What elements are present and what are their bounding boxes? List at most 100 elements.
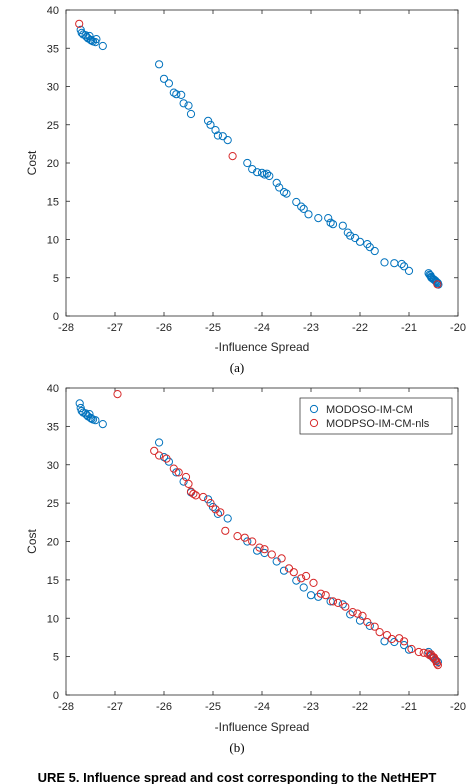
data-point (177, 90, 186, 100)
data-point (404, 266, 414, 275)
data-point (397, 259, 406, 269)
data-point (181, 472, 191, 482)
data-point (380, 258, 389, 267)
plot-area (65, 9, 459, 317)
data-point (338, 600, 347, 609)
data-point (218, 132, 227, 141)
data-point (184, 101, 193, 110)
subplot-label: (a) (230, 360, 244, 375)
x-tick-label: -23 (303, 322, 319, 334)
data-point (159, 453, 169, 462)
data-point (223, 514, 232, 523)
data-point (414, 647, 423, 657)
x-tick-label: -26 (156, 322, 172, 334)
subplot-label: (b) (229, 740, 244, 755)
x-tick-label: -24 (254, 322, 270, 334)
data-point (159, 74, 169, 83)
x-tick-label: -28 (58, 701, 74, 713)
x-tick-label: -26 (156, 701, 172, 713)
x-axis-label: -Influence Spread (215, 340, 310, 354)
y-tick-label: 35 (47, 43, 59, 55)
x-tick-label: -27 (107, 701, 123, 713)
x-tick-label: -21 (401, 322, 417, 334)
data-point (260, 545, 269, 554)
data-point (375, 628, 384, 637)
data-point (92, 35, 101, 44)
data-point (432, 659, 441, 668)
data-point (223, 136, 232, 145)
data-point (77, 406, 86, 416)
x-tick-label: -25 (205, 322, 221, 334)
data-point (282, 189, 291, 198)
y-tick-label: 0 (53, 311, 59, 323)
y-tick-label: 15 (47, 575, 59, 587)
data-point (150, 446, 159, 455)
y-tick-label: 15 (47, 196, 59, 208)
data-point (299, 583, 308, 592)
data-point (279, 566, 289, 575)
data-point (400, 637, 409, 646)
data-point (221, 526, 230, 535)
y-tick-label: 0 (53, 690, 59, 702)
data-point (400, 262, 409, 271)
y-tick-label: 10 (47, 235, 59, 247)
data-point (304, 210, 313, 219)
y-tick-label: 40 (47, 383, 59, 395)
data-point (77, 28, 86, 38)
y-tick-label: 30 (47, 460, 59, 472)
y-tick-label: 10 (47, 613, 59, 625)
y-tick-label: 20 (47, 537, 59, 549)
data-point (98, 41, 107, 51)
x-tick-label: -23 (303, 701, 319, 713)
data-point (292, 197, 301, 207)
data-point (228, 152, 237, 161)
data-point (314, 214, 323, 223)
data-point (113, 390, 122, 399)
x-tick-label: -25 (205, 701, 221, 713)
data-point (75, 399, 84, 408)
data-point (309, 578, 318, 588)
data-point (433, 661, 442, 670)
data-point (206, 499, 215, 508)
data-point (297, 202, 306, 211)
data-point (91, 416, 100, 425)
data-point (174, 468, 183, 477)
legend-label: MODOSO-IM-CM (326, 404, 413, 416)
x-tick-label: -21 (401, 701, 417, 713)
x-axis-label: -Influence Spread (215, 720, 310, 734)
data-point (243, 158, 252, 168)
data-point (155, 438, 164, 447)
data-point (265, 171, 274, 181)
data-point (267, 550, 276, 559)
data-point (407, 644, 416, 654)
data-point (240, 533, 249, 542)
data-point (75, 19, 84, 28)
data-point (216, 508, 225, 517)
data-point (363, 618, 372, 627)
data-point (316, 589, 325, 598)
y-tick-label: 20 (47, 158, 59, 170)
data-point (292, 576, 301, 585)
data-point (199, 492, 208, 502)
data-point (86, 35, 95, 44)
data-point (162, 454, 171, 463)
data-point (400, 641, 409, 650)
series-1 (75, 399, 442, 667)
y-tick-label: 30 (47, 82, 59, 94)
data-point (169, 88, 178, 97)
data-point (333, 598, 343, 608)
data-point (206, 120, 215, 129)
data-point (213, 131, 222, 140)
x-tick-label: -20 (450, 701, 466, 713)
x-tick-label: -27 (107, 322, 123, 334)
data-point (358, 611, 367, 621)
data-point (164, 79, 173, 88)
data-point (272, 178, 281, 187)
y-axis-label: Cost (25, 150, 39, 175)
y-axis-label: Cost (25, 529, 39, 554)
series-1 (76, 25, 443, 289)
data-point (191, 491, 200, 500)
data-point (248, 537, 257, 546)
y-tick-label: 35 (47, 421, 59, 433)
